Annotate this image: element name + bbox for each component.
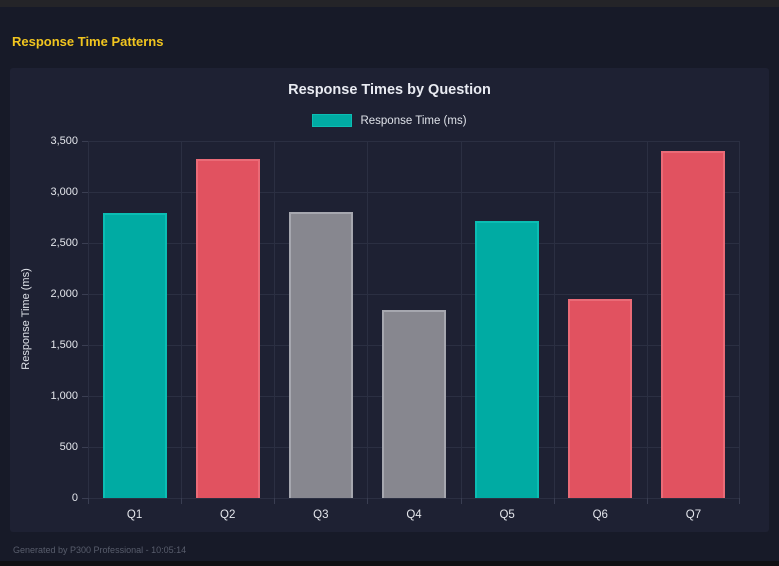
x-tick-mark — [274, 498, 275, 504]
page-title: Response Time Patterns — [12, 34, 164, 49]
bar-q5[interactable] — [475, 221, 539, 498]
x-tick-label: Q5 — [499, 509, 515, 521]
v-gridline — [274, 141, 275, 498]
plot-area — [88, 141, 740, 499]
h-gridline — [88, 498, 740, 499]
y-tick-mark — [82, 192, 88, 193]
chart-panel: Response Times by Question Response Time… — [10, 68, 769, 532]
y-tick-label: 2,000 — [50, 288, 78, 300]
y-tick-mark — [82, 243, 88, 244]
y-tick-mark — [82, 447, 88, 448]
x-tick-mark — [367, 498, 368, 504]
bar-q7[interactable] — [661, 151, 725, 498]
y-tick-label: 1,500 — [50, 339, 78, 351]
y-tick-label: 0 — [71, 492, 78, 504]
bar-q2[interactable] — [196, 159, 260, 498]
h-gridline — [88, 141, 740, 142]
bar-q1[interactable] — [103, 213, 167, 498]
v-gridline — [647, 141, 648, 498]
v-gridline — [88, 141, 89, 498]
legend-label: Response Time (ms) — [360, 114, 467, 127]
chart-legend-item[interactable]: Response Time (ms) — [10, 114, 769, 127]
y-tick-mark — [82, 345, 88, 346]
x-tick-mark — [554, 498, 555, 504]
y-tick-mark — [82, 294, 88, 295]
y-tick-label: 3,500 — [50, 135, 78, 147]
v-gridline — [367, 141, 368, 498]
window-top-strip — [0, 0, 779, 7]
chart-title: Response Times by Question — [288, 82, 491, 98]
x-tick-label: Q4 — [406, 509, 422, 521]
y-tick-mark — [82, 141, 88, 142]
y-axis-title: Response Time (ms) — [20, 268, 32, 370]
x-tick-mark — [88, 498, 89, 504]
y-tick-label: 2,500 — [50, 237, 78, 249]
bar-q4[interactable] — [382, 310, 446, 498]
x-tick-mark — [181, 498, 182, 504]
x-tick-mark — [647, 498, 648, 504]
bar-q6[interactable] — [568, 299, 632, 498]
window-bottom-strip — [0, 561, 779, 566]
y-tick-label: 3,000 — [50, 186, 78, 198]
y-tick-label: 1,000 — [50, 390, 78, 402]
y-tick-label: 500 — [59, 441, 78, 453]
bar-q3[interactable] — [289, 212, 353, 498]
legend-swatch-icon — [312, 114, 353, 127]
x-tick-label: Q1 — [126, 509, 143, 521]
v-gridline — [739, 141, 740, 498]
x-tick-label: Q2 — [220, 509, 236, 521]
h-gridline — [88, 192, 740, 193]
x-tick-mark — [461, 498, 462, 504]
y-tick-mark — [82, 498, 88, 499]
footer-caption: Generated by P300 Professional - 10:05:1… — [13, 545, 187, 555]
y-tick-mark — [82, 396, 88, 397]
x-tick-label: Q6 — [592, 509, 608, 521]
v-gridline — [554, 141, 555, 498]
v-gridline — [461, 141, 462, 498]
v-gridline — [181, 141, 182, 498]
h-gridline — [88, 294, 740, 295]
x-tick-label: Q7 — [685, 509, 702, 521]
x-tick-label: Q3 — [313, 509, 329, 521]
h-gridline — [88, 243, 740, 244]
x-tick-mark — [739, 498, 740, 504]
